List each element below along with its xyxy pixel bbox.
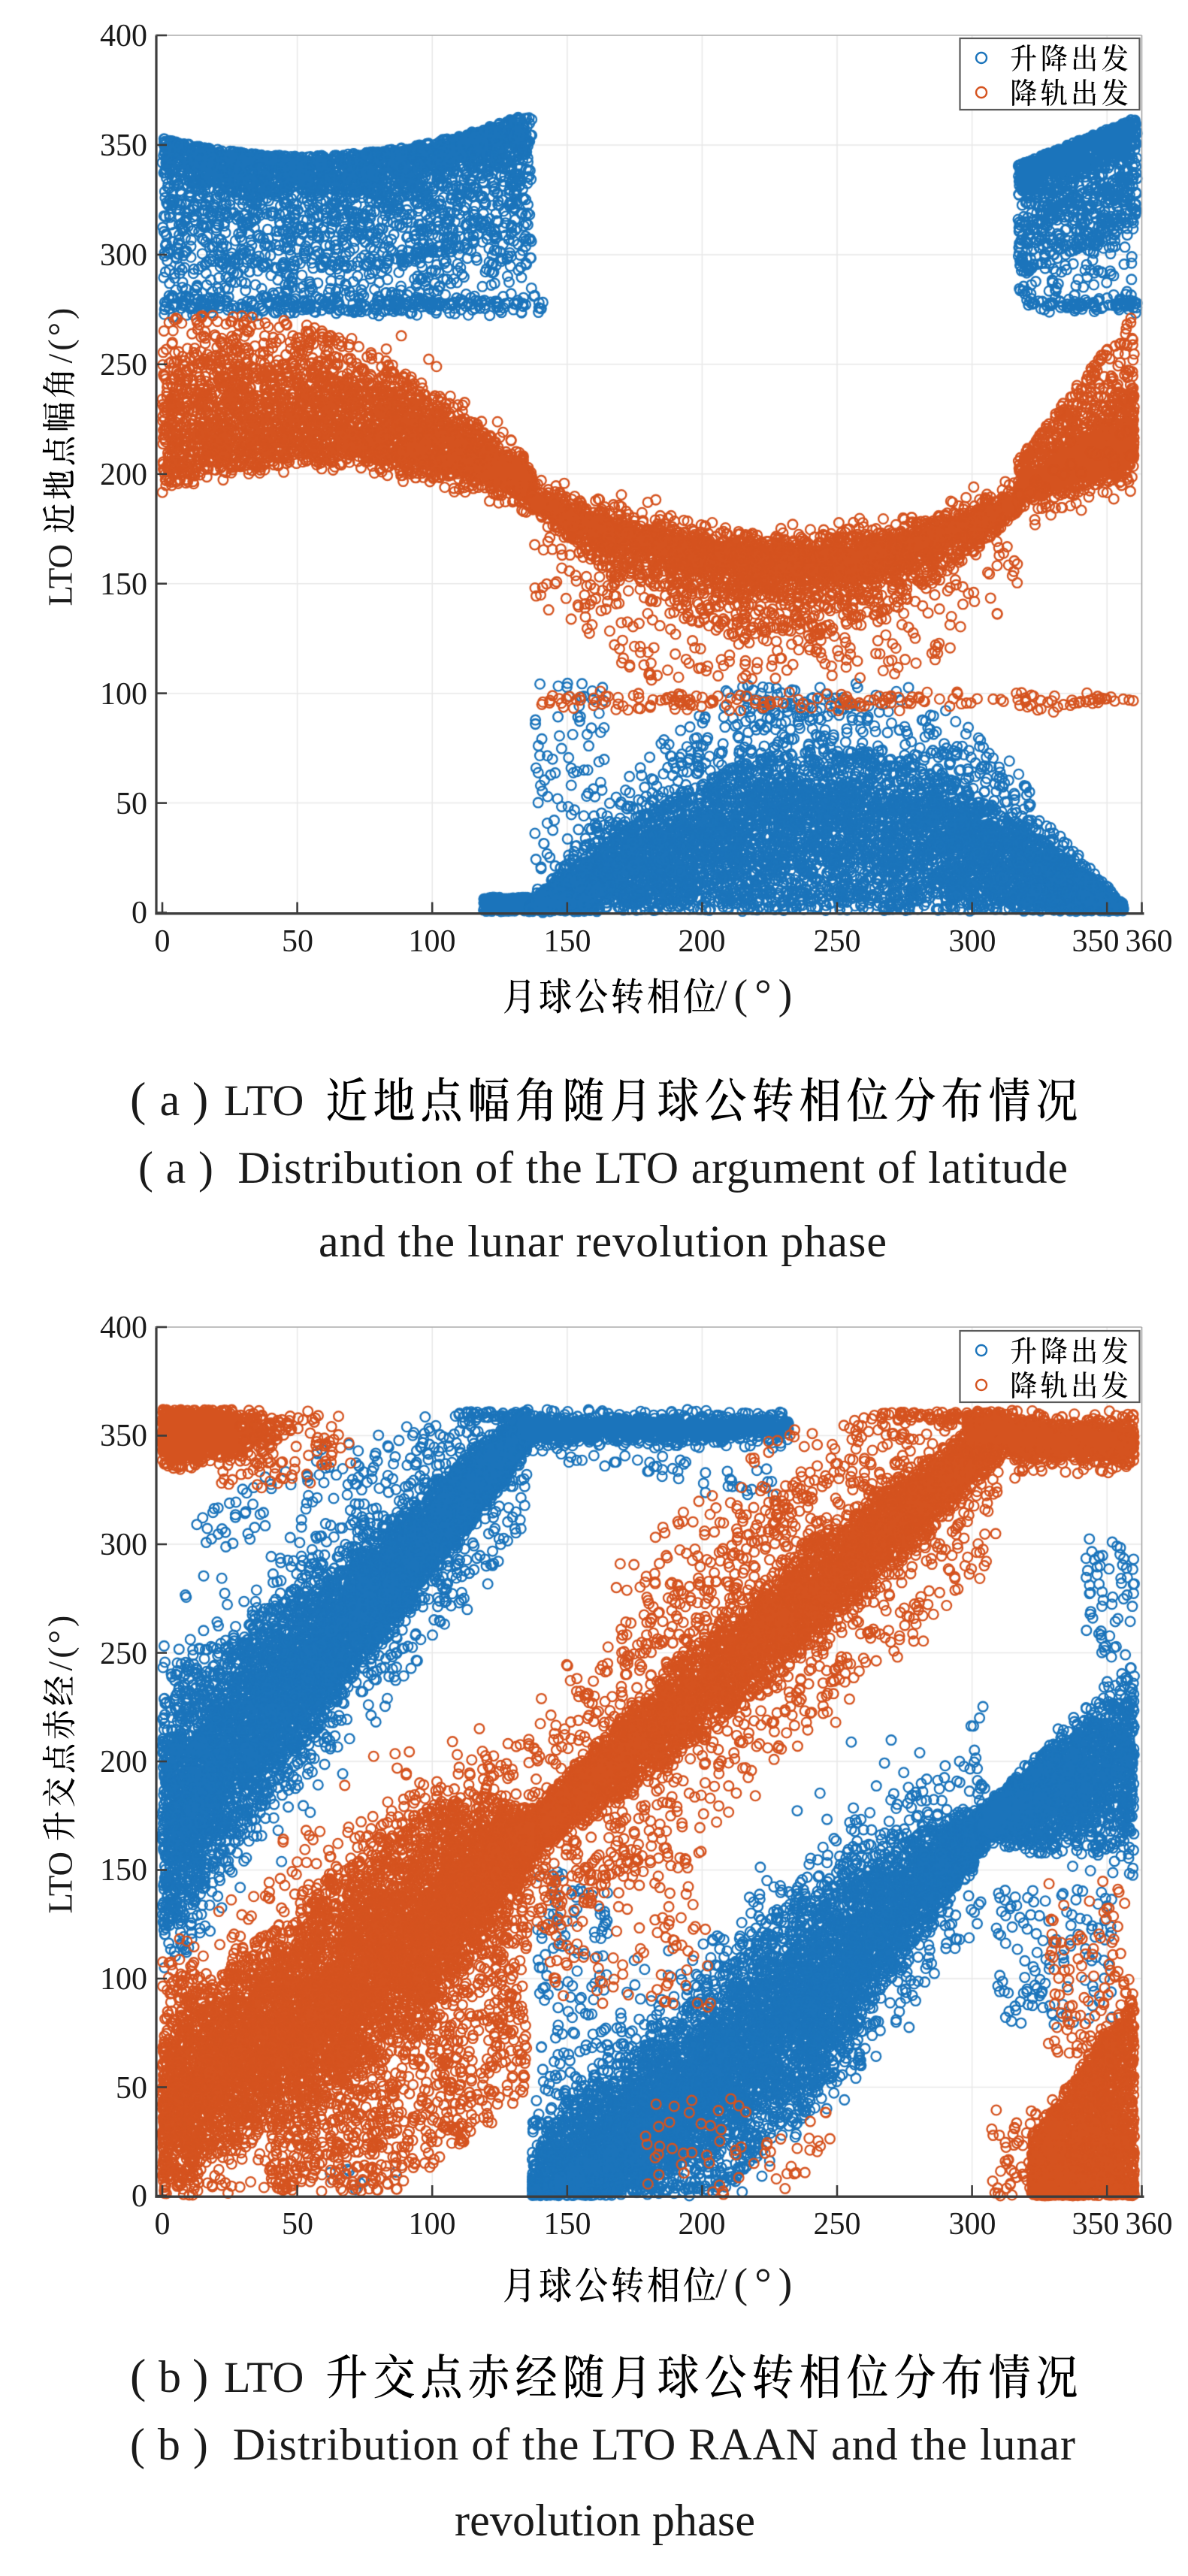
svg-text:150: 150 (544, 924, 591, 959)
svg-text:300: 300 (100, 1528, 147, 1562)
svg-text:0: 0 (155, 924, 171, 959)
svg-text:0: 0 (155, 2207, 171, 2242)
svg-text:300: 300 (949, 2207, 996, 2242)
svg-text:200: 200 (100, 458, 147, 492)
svg-text:/(°): /(°) (715, 972, 799, 1018)
svg-text:50: 50 (116, 787, 147, 821)
svg-text:50: 50 (282, 2207, 313, 2242)
svg-text:360: 360 (1126, 924, 1173, 959)
svg-text:350: 350 (1072, 924, 1120, 959)
svg-text:/(°): /(°) (715, 2260, 799, 2307)
svg-text:LTO: LTO (42, 1852, 80, 1914)
svg-text:350: 350 (100, 1419, 147, 1453)
svg-text:150: 150 (100, 567, 147, 602)
svg-text:400: 400 (100, 1311, 147, 1345)
svg-text:350: 350 (1072, 2207, 1120, 2242)
svg-text:/(°): /(°) (41, 305, 80, 364)
svg-text:( b ) Distribution of the LTO: ( b ) Distribution of the LTO RAAN and t… (130, 2420, 1075, 2469)
svg-text:360: 360 (1126, 2207, 1173, 2242)
svg-text:100: 100 (409, 924, 456, 959)
svg-text:200: 200 (679, 924, 726, 959)
svg-text:400: 400 (100, 19, 147, 53)
svg-text:250: 250 (100, 1637, 147, 1671)
svg-text:LTO: LTO (224, 2353, 304, 2402)
svg-text:150: 150 (100, 1853, 147, 1888)
svg-text:a: a (160, 1075, 180, 1125)
svg-text:( a ) Distribution of the LTO: ( a ) Distribution of the LTO argument o… (138, 1143, 1068, 1193)
svg-text:0: 0 (131, 896, 147, 930)
svg-text:/(°): /(°) (41, 1613, 80, 1671)
svg-text:100: 100 (100, 677, 147, 712)
svg-text:100: 100 (100, 1962, 147, 1997)
svg-text:250: 250 (814, 2207, 861, 2242)
svg-text:(: ( (130, 2349, 146, 2402)
svg-text:LTO: LTO (224, 1076, 304, 1125)
svg-text:50: 50 (116, 2071, 147, 2106)
svg-text:b: b (159, 2352, 181, 2402)
svg-text:revolution phase: revolution phase (455, 2496, 755, 2545)
svg-text:150: 150 (544, 2207, 591, 2242)
svg-text:0: 0 (131, 2179, 147, 2214)
svg-text:LTO: LTO (42, 544, 80, 606)
svg-text:250: 250 (814, 924, 861, 959)
svg-text:): ) (192, 1072, 208, 1126)
svg-text:250: 250 (100, 348, 147, 382)
svg-text:(: ( (130, 1072, 146, 1126)
svg-text:): ) (192, 2349, 208, 2402)
svg-text:200: 200 (100, 1745, 147, 1779)
svg-text:50: 50 (282, 924, 313, 959)
svg-text:350: 350 (100, 128, 147, 163)
svg-text:200: 200 (679, 2207, 726, 2242)
svg-text:300: 300 (100, 238, 147, 273)
svg-text:and the lunar revolution phase: and the lunar revolution phase (319, 1217, 887, 1266)
svg-text:300: 300 (949, 924, 996, 959)
svg-text:100: 100 (409, 2207, 456, 2242)
